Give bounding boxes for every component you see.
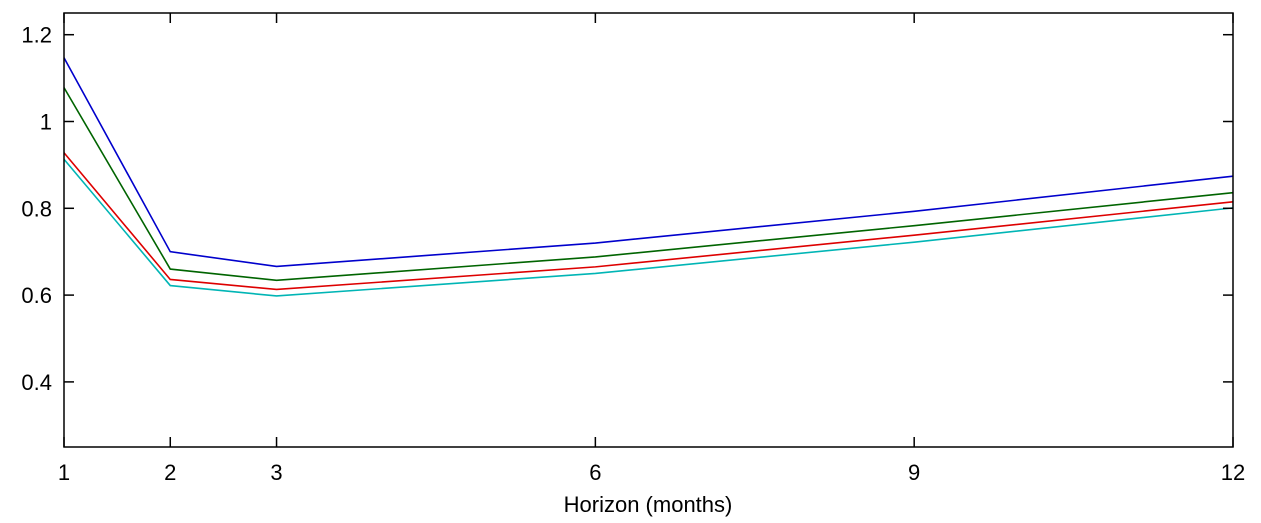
y-tick-label: 1.2 xyxy=(21,23,52,48)
x-tick-label: 1 xyxy=(58,460,70,485)
y-tick-label: 0.4 xyxy=(21,370,52,395)
x-tick-label: 6 xyxy=(589,460,601,485)
y-tick-label: 0.6 xyxy=(21,283,52,308)
x-tick-label: 3 xyxy=(270,460,282,485)
plot-area xyxy=(64,13,1233,447)
series-line-1 xyxy=(63,57,1234,268)
plot-frame xyxy=(63,12,1234,448)
y-tick-labels: 0.4 0.6 0.8 1 1.2 xyxy=(21,23,52,395)
y-tick-label: 1 xyxy=(40,110,52,135)
y-tick-label: 0.8 xyxy=(21,196,52,221)
series-line-3 xyxy=(63,152,1234,291)
series-layer xyxy=(63,57,1234,297)
x-tick-label: 9 xyxy=(908,460,920,485)
x-axis-title: Horizon (months) xyxy=(564,492,733,517)
x-tick-label: 2 xyxy=(164,460,176,485)
series-line-2 xyxy=(63,87,1234,282)
series-line-4 xyxy=(63,158,1234,297)
x-tick-labels: 1 2 3 6 9 12 xyxy=(58,460,1245,485)
x-tick-label: 12 xyxy=(1221,460,1245,485)
